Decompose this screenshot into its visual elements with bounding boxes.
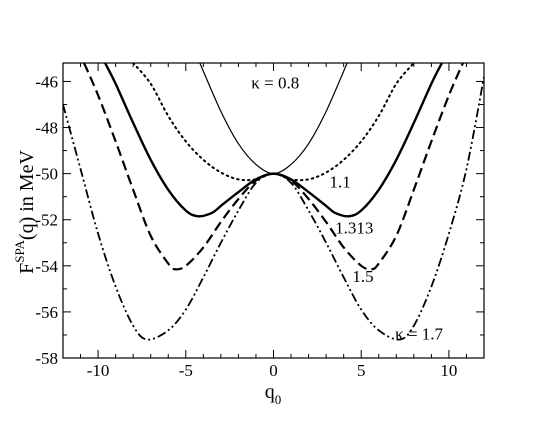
x-tick-label: 0 (269, 361, 278, 380)
series-line-kappa-1-1 (132, 63, 415, 182)
series-line-kappa-1-7 (63, 76, 484, 341)
annotation-layer: κ = 0.8 1.1 1.313 1.5 κ = 1.7 (251, 73, 443, 343)
y-tick-label: -50 (35, 165, 58, 184)
curve-annotation: 1.1 (330, 172, 351, 191)
x-tick-label: 10 (440, 361, 457, 380)
series-layer (63, 63, 484, 341)
curve-annotation: κ = 0.8 (251, 73, 299, 92)
curve-annotation: 1.313 (335, 219, 373, 238)
y-tick-label: -56 (35, 303, 58, 322)
x-axis-title: q0 (265, 381, 282, 407)
tick-label-layer: -10 -5 0 5 10-58-56-54-52-50-48-46 (35, 72, 457, 380)
x-tick-label: -5 (179, 361, 193, 380)
y-tick-label: -48 (35, 119, 58, 138)
x-tick-label: -10 (87, 361, 110, 380)
y-tick-label: -54 (35, 257, 58, 276)
curve-annotation: κ = 1.7 (395, 325, 443, 344)
x-tick-label: 5 (357, 361, 366, 380)
tick-layer (62, 63, 485, 359)
curve-annotation: 1.5 (352, 267, 373, 286)
y-tick-label: -52 (35, 211, 58, 230)
y-axis-title: FSPA(q) in MeV (12, 150, 38, 274)
y-tick-label: -58 (35, 349, 58, 368)
y-tick-label: -46 (35, 72, 58, 91)
series-line-kappa-1-5 (83, 63, 464, 271)
